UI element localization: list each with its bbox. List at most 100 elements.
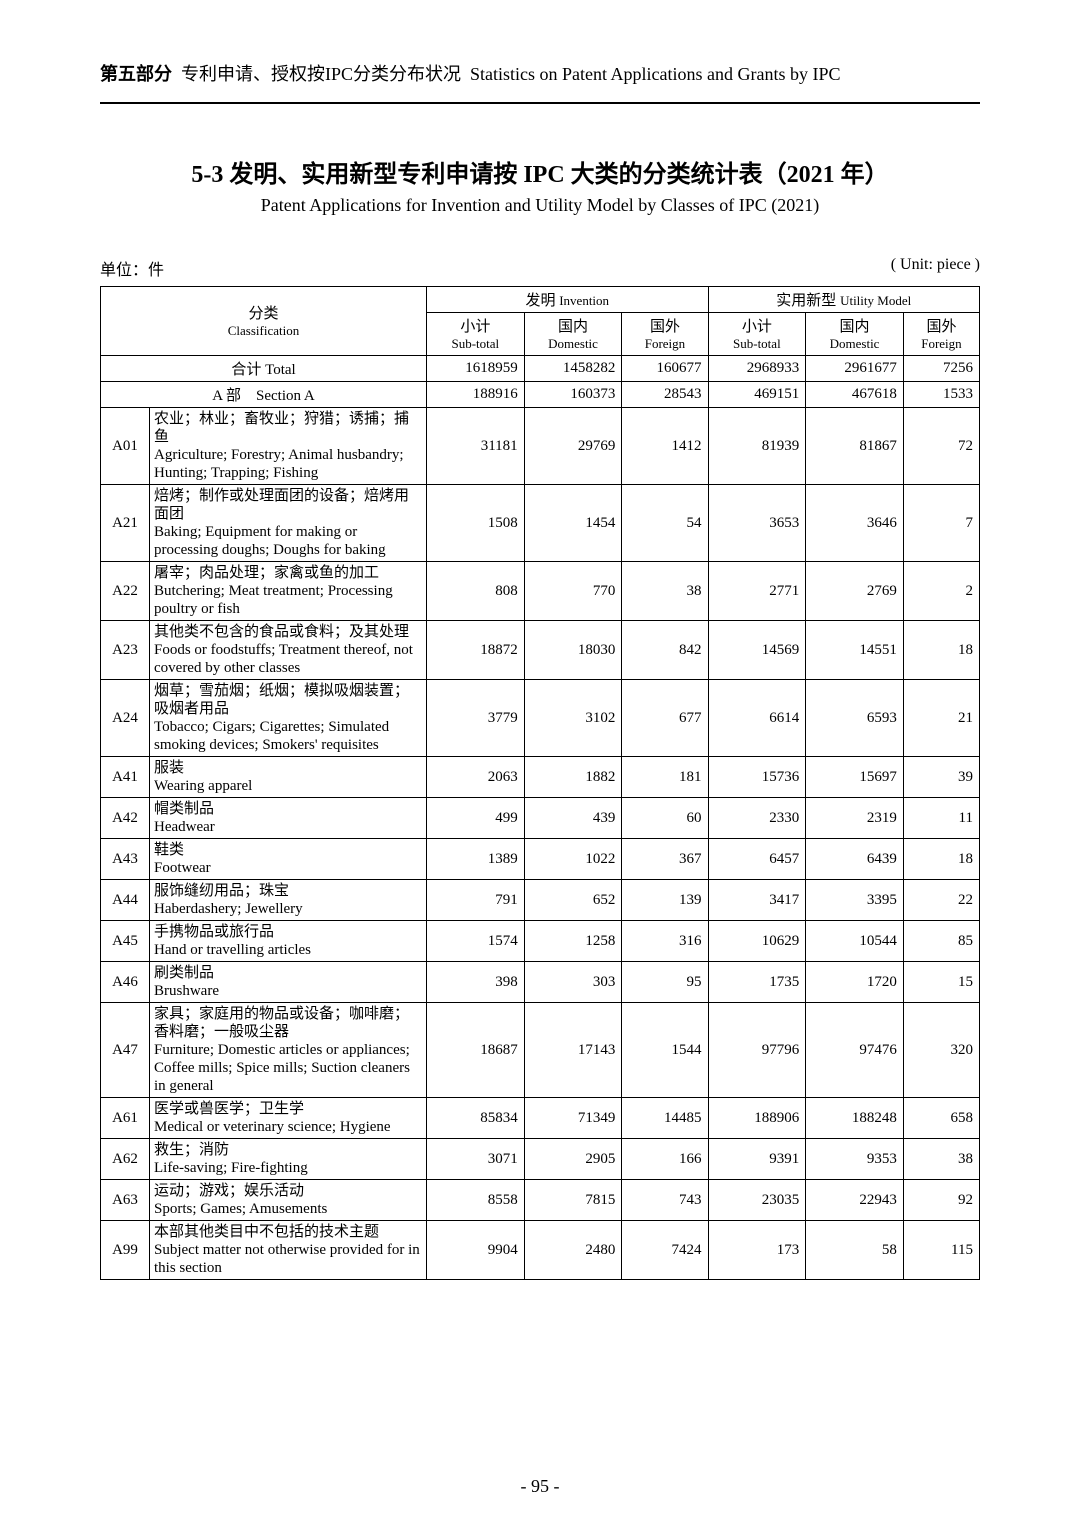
row-desc: 刷类制品Brushware bbox=[150, 962, 427, 1003]
row-inv-sub: 791 bbox=[427, 880, 525, 921]
table-row: A63运动；游戏；娱乐活动Sports; Games; Amusements85… bbox=[101, 1180, 980, 1221]
table-row: A99本部其他类目中不包括的技术主题Subject matter not oth… bbox=[101, 1221, 980, 1280]
row-um-sub: 1735 bbox=[708, 962, 806, 1003]
col-classification-cn: 分类 bbox=[248, 306, 278, 322]
row-inv-dom: 1882 bbox=[524, 757, 622, 798]
row-inv-dom: 18030 bbox=[524, 621, 622, 680]
row-um-for: 15 bbox=[903, 962, 979, 1003]
row-desc-en: Tobacco; Cigars; Cigarettes; Simulated s… bbox=[154, 718, 422, 754]
row-desc-en: Headwear bbox=[154, 818, 422, 836]
row-desc-en: Butchering; Meat treatment; Processing p… bbox=[154, 582, 422, 618]
row-inv-sub: 85834 bbox=[427, 1098, 525, 1139]
table-row: A42帽类制品Headwear499439602330231911 bbox=[101, 798, 980, 839]
table-row: A46刷类制品Brushware398303951735172015 bbox=[101, 962, 980, 1003]
row-inv-sub: 18872 bbox=[427, 621, 525, 680]
row-um-sub: 23035 bbox=[708, 1180, 806, 1221]
row-desc: 农业；林业；畜牧业；狩猎；诱捕；捕鱼Agriculture; Forestry;… bbox=[150, 408, 427, 485]
row-inv-for: 60 bbox=[622, 798, 708, 839]
row-code: A22 bbox=[101, 562, 150, 621]
row-um-dom: 14551 bbox=[806, 621, 904, 680]
row-desc-en: Footwear bbox=[154, 859, 422, 877]
row-um-sub: 9391 bbox=[708, 1139, 806, 1180]
row-um-for: 85 bbox=[903, 921, 979, 962]
row-um-sub: 173 bbox=[708, 1221, 806, 1280]
row-code: A23 bbox=[101, 621, 150, 680]
row-um-for: 11 bbox=[903, 798, 979, 839]
row-um-for: 21 bbox=[903, 680, 979, 757]
row-um-dom: 58 bbox=[806, 1221, 904, 1280]
section-um-dom: 467618 bbox=[806, 382, 904, 408]
row-um-dom: 3646 bbox=[806, 485, 904, 562]
row-desc-cn: 医学或兽医学；卫生学 bbox=[154, 1100, 422, 1118]
row-desc-en: Furniture; Domestic articles or applianc… bbox=[154, 1041, 422, 1095]
row-um-dom: 15697 bbox=[806, 757, 904, 798]
row-um-dom: 81867 bbox=[806, 408, 904, 485]
row-code: A43 bbox=[101, 839, 150, 880]
row-desc-en: Agriculture; Forestry; Animal husbandry;… bbox=[154, 446, 422, 482]
row-um-for: 320 bbox=[903, 1003, 979, 1098]
row-inv-sub: 1508 bbox=[427, 485, 525, 562]
col-invention-en: Invention bbox=[559, 293, 609, 308]
row-desc-en: Baking; Equipment for making or processi… bbox=[154, 523, 422, 559]
row-um-for: 38 bbox=[903, 1139, 979, 1180]
row-um-sub: 3417 bbox=[708, 880, 806, 921]
row-code: A24 bbox=[101, 680, 150, 757]
row-inv-for: 743 bbox=[622, 1180, 708, 1221]
row-code: A99 bbox=[101, 1221, 150, 1280]
row-desc-en: Haberdashery; Jewellery bbox=[154, 900, 422, 918]
row-desc: 鞋类Footwear bbox=[150, 839, 427, 880]
row-inv-for: 677 bbox=[622, 680, 708, 757]
row-code: A21 bbox=[101, 485, 150, 562]
row-desc-cn: 鞋类 bbox=[154, 841, 422, 859]
row-inv-dom: 3102 bbox=[524, 680, 622, 757]
row-desc: 救生；消防Life-saving; Fire-fighting bbox=[150, 1139, 427, 1180]
total-inv-for: 160677 bbox=[622, 356, 708, 382]
unit-row: 单位：件 ( Unit: piece ) bbox=[100, 256, 980, 280]
row-um-dom: 1720 bbox=[806, 962, 904, 1003]
row-um-for: 7 bbox=[903, 485, 979, 562]
total-um-dom: 2961677 bbox=[806, 356, 904, 382]
row-inv-for: 38 bbox=[622, 562, 708, 621]
row-um-dom: 97476 bbox=[806, 1003, 904, 1098]
row-desc: 服装Wearing apparel bbox=[150, 757, 427, 798]
total-row: 合计 Total 1618959 1458282 160677 2968933 … bbox=[101, 356, 980, 382]
row-desc-en: Hand or travelling articles bbox=[154, 941, 422, 959]
total-inv-sub: 1618959 bbox=[427, 356, 525, 382]
row-um-for: 18 bbox=[903, 621, 979, 680]
row-desc: 运动；游戏；娱乐活动Sports; Games; Amusements bbox=[150, 1180, 427, 1221]
row-um-for: 2 bbox=[903, 562, 979, 621]
row-inv-sub: 808 bbox=[427, 562, 525, 621]
row-desc-cn: 服饰缝纫用品；珠宝 bbox=[154, 882, 422, 900]
row-inv-dom: 71349 bbox=[524, 1098, 622, 1139]
col-utility: 实用新型 Utility Model bbox=[708, 287, 979, 313]
part-cn: 第五部分 bbox=[100, 64, 172, 84]
row-um-dom: 6593 bbox=[806, 680, 904, 757]
total-label: 合计 Total bbox=[101, 356, 427, 382]
col-um-sub: 小计Sub-total bbox=[708, 313, 806, 356]
row-inv-dom: 2480 bbox=[524, 1221, 622, 1280]
table-row: A01农业；林业；畜牧业；狩猎；诱捕；捕鱼Agriculture; Forest… bbox=[101, 408, 980, 485]
row-desc-cn: 屠宰；肉品处理；家禽或鱼的加工 bbox=[154, 564, 422, 582]
total-inv-dom: 1458282 bbox=[524, 356, 622, 382]
col-inv-for: 国外Foreign bbox=[622, 313, 708, 356]
row-um-sub: 97796 bbox=[708, 1003, 806, 1098]
title-cn: 5-3 发明、实用新型专利申请按 IPC 大类的分类统计表（2021 年） bbox=[100, 154, 980, 189]
row-desc-en: Brushware bbox=[154, 982, 422, 1000]
row-desc: 服饰缝纫用品；珠宝Haberdashery; Jewellery bbox=[150, 880, 427, 921]
row-um-sub: 3653 bbox=[708, 485, 806, 562]
row-inv-sub: 1574 bbox=[427, 921, 525, 962]
row-um-for: 115 bbox=[903, 1221, 979, 1280]
row-desc: 焙烤；制作或处理面团的设备；焙烤用面团Baking; Equipment for… bbox=[150, 485, 427, 562]
table-row: A21焙烤；制作或处理面团的设备；焙烤用面团Baking; Equipment … bbox=[101, 485, 980, 562]
ipc-table: 分类 Classification 发明 Invention 实用新型 Util… bbox=[100, 286, 980, 1280]
row-inv-for: 1544 bbox=[622, 1003, 708, 1098]
page: 第五部分 专利申请、授权按IPC分类分布状况 Statistics on Pat… bbox=[0, 0, 1080, 1527]
table-row: A43鞋类Footwear138910223676457643918 bbox=[101, 839, 980, 880]
col-um-for: 国外Foreign bbox=[903, 313, 979, 356]
row-um-for: 92 bbox=[903, 1180, 979, 1221]
row-desc-cn: 家具；家庭用的物品或设备；咖啡磨；香料磨；一般吸尘器 bbox=[154, 1005, 422, 1041]
row-desc: 家具；家庭用的物品或设备；咖啡磨；香料磨；一般吸尘器Furniture; Dom… bbox=[150, 1003, 427, 1098]
page-number: - 95 - bbox=[0, 1476, 1080, 1497]
row-inv-dom: 7815 bbox=[524, 1180, 622, 1221]
col-utility-en: Utility Model bbox=[840, 293, 911, 308]
